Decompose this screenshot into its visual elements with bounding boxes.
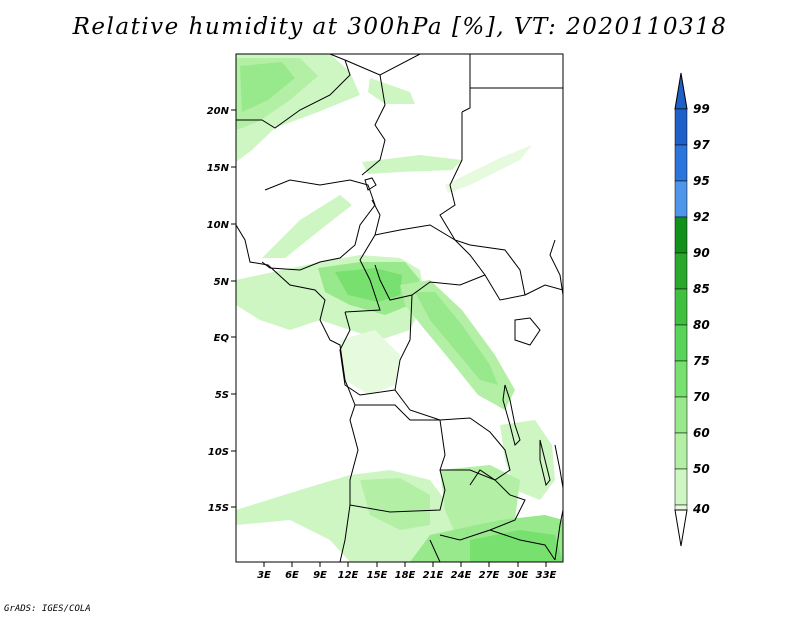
coastline-mozambique <box>554 444 563 561</box>
lat-label-15s: 15S <box>208 503 229 514</box>
colorbar-label-75: 75 <box>693 354 710 368</box>
lat-label-5n: 5N <box>214 277 230 288</box>
boundary-cameroon <box>344 199 381 313</box>
lat-label-5s: 5S <box>215 390 229 401</box>
lon-label-24e: 24E <box>451 570 472 581</box>
lat-label-10n: 10N <box>207 220 230 231</box>
lat-label-20n: 20N <box>207 106 230 117</box>
lat-label-10s: 10S <box>208 447 229 458</box>
lon-label-15e: 15E <box>367 570 388 581</box>
colorbar-label-40: 40 <box>692 502 710 516</box>
boundary-nigeria <box>261 179 376 271</box>
boundary-botswana <box>429 539 441 562</box>
latitude-axis: 20N 15N 10N 5N EQ 5S 10S 15S <box>207 106 236 514</box>
lon-label-9e: 9E <box>313 570 327 581</box>
colorbar-box-50 <box>674 468 688 506</box>
rh-area-central-core-2 <box>335 268 402 302</box>
lat-label-15n: 15N <box>207 163 230 174</box>
rh-area-west-streak <box>262 195 352 258</box>
colorbar: 99 97 95 92 90 85 80 75 70 60 50 40 <box>674 72 710 547</box>
coastline-west <box>236 224 359 505</box>
colorbar-under-arrow <box>674 509 688 547</box>
coastline-east <box>549 239 563 296</box>
rh-area-southeast-core <box>470 530 563 562</box>
rh-area-diagonal-core <box>415 292 498 385</box>
colorbar-over-arrow <box>674 72 688 110</box>
colorbar-box-40 <box>674 504 688 511</box>
lon-label-33e: 33E <box>536 570 557 581</box>
country-boundaries <box>236 54 563 562</box>
lon-label-12e: 12E <box>338 570 359 581</box>
colorbar-label-90: 90 <box>693 246 710 260</box>
colorbar-box-90 <box>674 252 688 290</box>
boundary-ssudan <box>469 244 526 301</box>
rh-area-north-patch <box>368 78 415 104</box>
grads-credit: GrADS: IGES/COLA <box>4 604 91 614</box>
colorbar-box-85 <box>674 288 688 326</box>
colorbar-box-99 <box>674 108 688 146</box>
boundary-libya-chad <box>379 54 471 113</box>
colorbar-box-92 <box>674 216 688 254</box>
lake-chad <box>364 177 377 191</box>
lat-label-eq: EQ <box>214 333 230 344</box>
colorbar-box-60 <box>674 432 688 470</box>
lake-malawi <box>539 439 551 487</box>
boundary-congo <box>339 311 396 396</box>
lon-label-27e: 27E <box>479 570 500 581</box>
boundary-eastafrica <box>524 284 563 296</box>
lake-victoria <box>514 317 541 346</box>
lon-label-18e: 18E <box>395 570 416 581</box>
colorbar-label-92: 92 <box>693 210 710 224</box>
colorbar-label-60: 60 <box>693 426 710 440</box>
lon-label-6e: 6E <box>285 570 299 581</box>
colorbar-label-95: 95 <box>693 174 710 188</box>
lake-tanganyika <box>502 384 521 446</box>
colorbar-label-85: 85 <box>693 282 710 296</box>
colorbar-label-99: 99 <box>693 102 710 116</box>
boundary-car <box>374 224 486 301</box>
colorbar-box-75 <box>674 360 688 398</box>
longitude-axis: 3E 6E 9E 12E 15E 18E 21E 24E 27E 30E 33E <box>257 562 557 581</box>
boundary-egypt-sudan <box>469 54 563 89</box>
colorbar-label-70: 70 <box>693 390 710 404</box>
lon-label-30e: 30E <box>508 570 529 581</box>
boundary-angola <box>349 404 446 513</box>
colorbar-label-97: 97 <box>693 138 710 152</box>
boundary-zambia <box>439 469 526 541</box>
colorbar-label-50: 50 <box>693 462 710 476</box>
chart-title: Relative humidity at 300hPa [%], VT: 202… <box>72 14 728 40</box>
rh-area-sahel-band <box>362 155 462 174</box>
rh-area-congo-south <box>340 330 400 395</box>
boundary-zimbabwe <box>489 529 556 561</box>
map-frame <box>235 53 564 563</box>
colorbar-box-80 <box>674 324 688 362</box>
lon-label-3e: 3E <box>257 570 271 581</box>
boundary-mali-niger <box>236 54 351 129</box>
rh-area-south-core <box>360 478 430 530</box>
boundary-namibia <box>339 504 351 562</box>
colorbar-box-70 <box>674 396 688 434</box>
rh-area-northwest-core <box>240 62 295 112</box>
colorbar-label-80: 80 <box>693 318 710 332</box>
colorbar-box-95 <box>674 180 688 218</box>
humidity-shading <box>236 54 563 562</box>
colorbar-box-97 <box>674 144 688 182</box>
rh-area-east-band <box>445 145 532 193</box>
lon-label-21e: 21E <box>423 570 444 581</box>
